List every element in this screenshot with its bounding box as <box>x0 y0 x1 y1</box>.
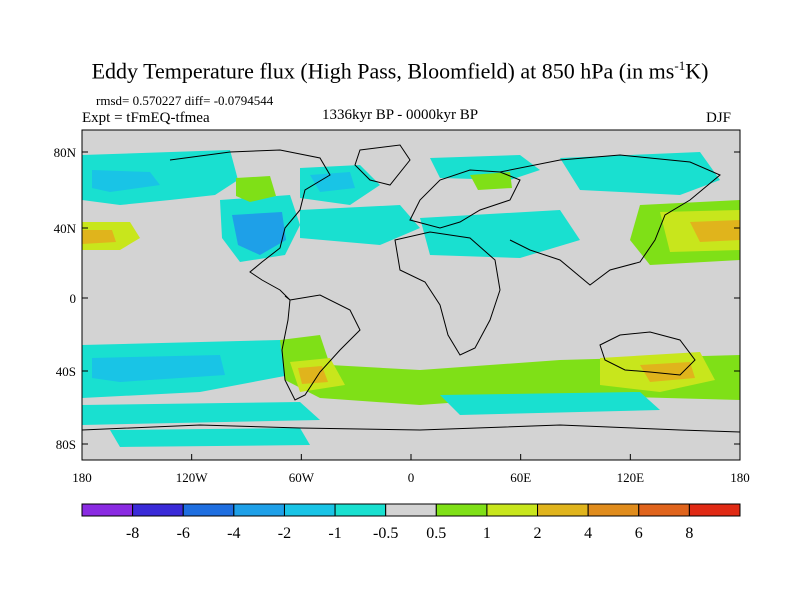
colorbar-swatch <box>182 503 235 517</box>
patch-atl-neg2 <box>300 205 420 245</box>
patch-nwpac3 <box>690 220 740 242</box>
season-label: DJF <box>706 110 732 126</box>
colorbar-label: 8 <box>685 525 693 542</box>
patch-aus-pos2 <box>640 362 695 382</box>
period-label: 1336kyr BP - 0000kyr BP <box>322 107 479 123</box>
patch-pac-pos2 <box>82 230 116 244</box>
patch-eur-green <box>470 172 512 190</box>
patch-so-neg3 <box>82 402 320 425</box>
experiment-label: Expt = tFmEQ-tfmea <box>82 110 210 126</box>
colorbar-label: -2 <box>278 525 291 542</box>
colorbar-swatch <box>81 503 134 517</box>
lon-tick-label: 60W <box>289 470 315 485</box>
patch-so-neg2 <box>92 355 225 382</box>
lat-tick-label: 80S <box>56 437 76 452</box>
colorbar-swatch <box>435 503 488 517</box>
colorbar-label: -4 <box>227 525 240 542</box>
colorbar-swatch <box>537 503 589 517</box>
lat-tick-label: 0 <box>70 291 77 306</box>
coast-australia <box>599 331 696 376</box>
patch-npac-neg2 <box>92 170 160 192</box>
coast-antarctica <box>81 424 741 433</box>
colorbar: -8 -6 -4 -2 -1 -0.5 0.5 1 2 4 6 8 <box>81 503 741 542</box>
lon-tick-label: 0 <box>408 470 415 485</box>
coast-asia <box>499 154 721 286</box>
patch-so-neg4 <box>440 392 660 415</box>
coast-greenland <box>354 144 411 186</box>
patch-labr <box>310 172 355 192</box>
field-patches <box>82 150 740 447</box>
patch-npac-neg <box>82 150 238 205</box>
colorbar-swatch <box>486 503 539 517</box>
lon-tick-label: 120W <box>176 470 209 485</box>
axis-ticks: 80N 40N 0 40S 80S 180 120W 60W 0 60E 120E 180 <box>54 145 750 485</box>
coast-south-america <box>281 294 361 401</box>
colorbar-swatch <box>587 503 640 517</box>
coastlines <box>81 144 741 433</box>
coast-north-america <box>169 149 331 301</box>
colorbar-swatch <box>233 503 285 517</box>
colorbar-label: -6 <box>177 525 190 542</box>
lon-tick-label: 180 <box>730 470 750 485</box>
lat-tick-label: 40S <box>56 364 76 379</box>
colorbar-swatch <box>385 503 437 517</box>
patch-sib-neg <box>560 152 720 195</box>
colorbar-label: 0.5 <box>426 525 446 542</box>
rmsd-diff-label: rmsd= 0.570227 diff= -0.0794544 <box>96 93 274 108</box>
colorbar-label: 6 <box>635 525 643 542</box>
colorbar-label: -0.5 <box>373 525 398 542</box>
map-title: Eddy Temperature flux (High Pass, Bloomf… <box>0 58 800 84</box>
lon-tick-label: 60E <box>510 470 531 485</box>
colorbar-swatch <box>283 503 336 517</box>
colorbar-label: -8 <box>126 525 139 542</box>
lat-tick-label: 80N <box>54 145 77 160</box>
lon-tick-label: 120E <box>617 470 645 485</box>
lon-tick-label: 180 <box>72 470 92 485</box>
title-suffix: K) <box>685 58 709 84</box>
colorbar-label: 1 <box>483 525 491 542</box>
colorbar-swatch <box>638 503 690 517</box>
colorbar-label: 4 <box>584 525 592 542</box>
colorbar-swatch <box>334 503 387 517</box>
map-panel <box>81 129 741 461</box>
colorbar-swatch <box>132 503 184 517</box>
patch-ant-neg <box>110 428 310 447</box>
colorbar-swatch <box>688 503 741 517</box>
patch-so-pos3 <box>298 366 328 384</box>
colorbar-label: -1 <box>328 525 341 542</box>
title-exponent: -1 <box>674 58 686 73</box>
coast-africa <box>394 231 501 356</box>
colorbar-label: 2 <box>534 525 542 542</box>
title-text: Eddy Temperature flux (High Pass, Bloomf… <box>91 58 675 84</box>
lat-tick-label: 40N <box>54 221 77 236</box>
patch-hudson-pos <box>236 176 276 202</box>
coast-europe <box>409 169 521 229</box>
patch-na-neg2 <box>232 212 286 255</box>
